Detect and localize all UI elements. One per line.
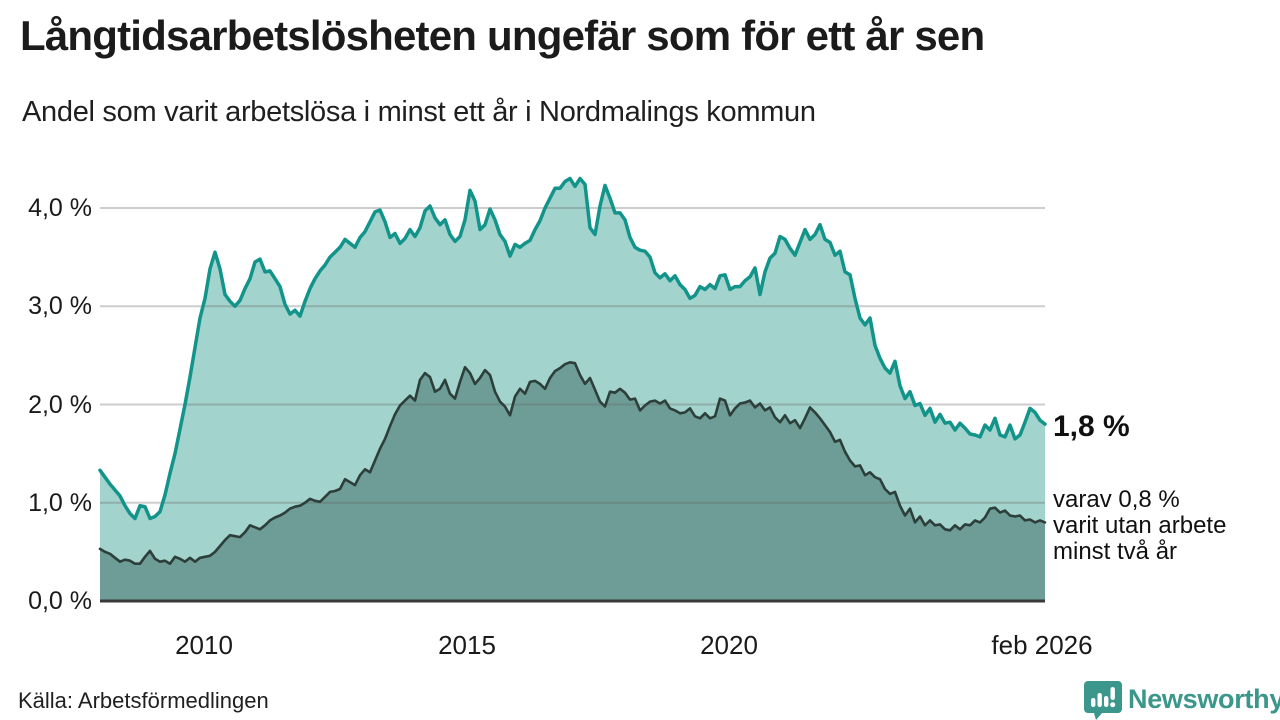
source-note: Källa: Arbetsförmedlingen [18, 688, 269, 713]
newsworthy-logo-icon [1084, 681, 1122, 720]
annotation-line-1: varav 0,8 % [1053, 486, 1180, 513]
latest-value-label: 1,8 % [1053, 410, 1130, 443]
logo-bar-3 [1104, 696, 1109, 707]
x-tick-2010: 2010 [175, 630, 233, 660]
logo-bar-2 [1097, 693, 1102, 707]
y-tick-4: 4,0 % [28, 194, 92, 222]
y-tick-0: 0,0 % [28, 587, 92, 615]
annotation-line-2: varit utan arbete [1053, 512, 1227, 539]
y-tick-1: 1,0 % [28, 489, 92, 517]
x-tick-2020: 2020 [700, 630, 758, 660]
two-plus-years-annotation: varav 0,8 % varit utan arbete minst två … [1053, 487, 1226, 565]
two-plus-years-series-line [98, 361, 1047, 565]
x-tick-feb-2026: feb 2026 [991, 630, 1093, 660]
logo-exclamation-stem [1110, 687, 1115, 700]
logo-exclamation-dot [1110, 702, 1116, 708]
gridlines [100, 207, 1045, 504]
annotation-line-3: minst två år [1053, 538, 1178, 565]
y-tick-3: 3,0 % [28, 292, 92, 320]
logo-bubble-shape [1084, 681, 1122, 720]
x-tick-2015: 2015 [438, 630, 496, 660]
two-plus-years-area-fill [100, 362, 1045, 601]
page-title: Långtidsarbetslösheten ungefär som för e… [20, 12, 985, 59]
newsworthy-logo-text: Newsworthy [1128, 684, 1280, 714]
y-tick-2: 2,0 % [28, 391, 92, 419]
page-subtitle: Andel som varit arbetslösa i minst ett å… [22, 96, 816, 128]
logo-bar-1 [1091, 698, 1096, 707]
total-series-line [98, 176, 1047, 521]
